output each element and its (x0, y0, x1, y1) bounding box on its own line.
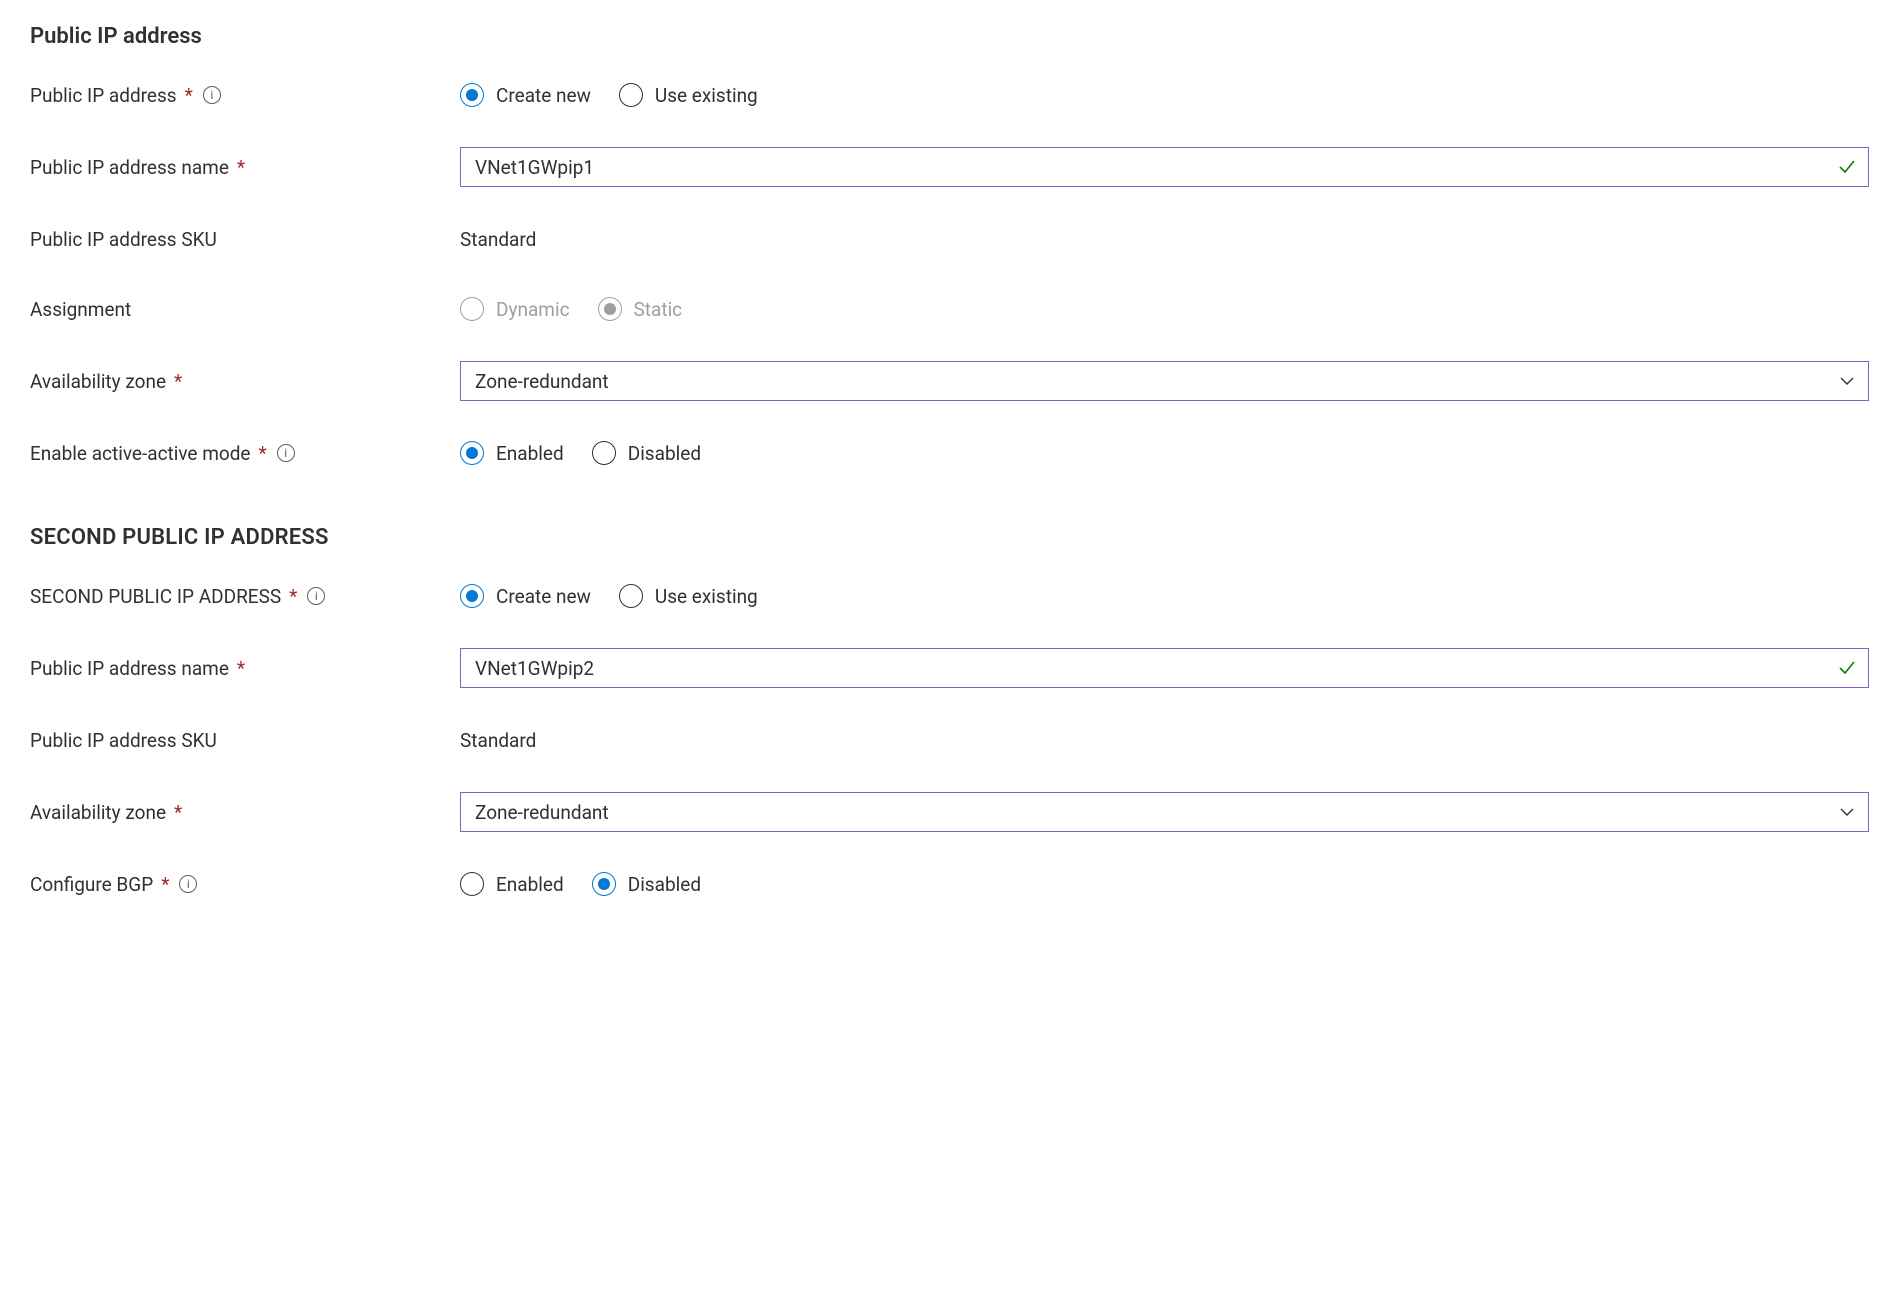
checkmark-icon (1837, 157, 1857, 177)
radio-label: Create new (496, 84, 591, 107)
required-asterisk: * (237, 657, 245, 680)
row-second-availability-zone: Availability zone * Zone-redundant (30, 792, 1869, 832)
label-public-ip-name: Public IP address name (30, 156, 229, 179)
chevron-down-icon (1839, 373, 1855, 389)
checkmark-icon (1837, 658, 1857, 678)
radio-public-ip-create-new[interactable]: Create new (460, 83, 591, 107)
label-availability-zone: Availability zone (30, 370, 166, 393)
radio-circle-icon (598, 297, 622, 321)
radio-label: Dynamic (496, 298, 570, 321)
row-second-ip-sku: Public IP address SKU Standard (30, 722, 1869, 758)
value-second-ip-sku: Standard (460, 729, 536, 752)
select-value: Zone-redundant (475, 370, 609, 393)
input-public-ip-name[interactable] (460, 147, 1869, 187)
chevron-down-icon (1839, 804, 1855, 820)
row-second-public-ip: SECOND PUBLIC IP ADDRESS * i Create new … (30, 578, 1869, 614)
radio-circle-icon (460, 872, 484, 896)
select-value: Zone-redundant (475, 801, 609, 824)
row-public-ip-sku: Public IP address SKU Standard (30, 221, 1869, 257)
required-asterisk: * (161, 873, 169, 896)
label-active-active: Enable active-active mode (30, 442, 251, 465)
radio-circle-icon (619, 584, 643, 608)
info-icon[interactable]: i (277, 444, 295, 462)
value-public-ip-sku: Standard (460, 228, 536, 251)
radio-label: Disabled (628, 873, 701, 896)
label-assignment: Assignment (30, 298, 131, 321)
radio-bgp-disabled[interactable]: Disabled (592, 872, 701, 896)
radio-circle-icon (592, 872, 616, 896)
radio-label: Use existing (655, 585, 758, 608)
radio-label: Create new (496, 585, 591, 608)
radio-circle-icon (592, 441, 616, 465)
radio-active-disabled[interactable]: Disabled (592, 441, 701, 465)
label-second-ip-sku: Public IP address SKU (30, 729, 217, 752)
row-public-ip-address: Public IP address * i Create new Use exi… (30, 77, 1869, 113)
label-configure-bgp: Configure BGP (30, 873, 153, 896)
required-asterisk: * (237, 156, 245, 179)
row-assignment: Assignment Dynamic Static (30, 291, 1869, 327)
radio-circle-icon (460, 584, 484, 608)
radio-second-ip-create-new[interactable]: Create new (460, 584, 591, 608)
label-public-ip: Public IP address (30, 84, 177, 107)
radio-active-enabled[interactable]: Enabled (460, 441, 564, 465)
required-asterisk: * (174, 801, 182, 824)
radio-circle-icon (460, 83, 484, 107)
row-second-ip-name: Public IP address name * (30, 648, 1869, 688)
section-title-public-ip: Public IP address (30, 24, 1869, 49)
radio-second-ip-use-existing[interactable]: Use existing (619, 584, 758, 608)
info-icon[interactable]: i (179, 875, 197, 893)
label-public-ip-sku: Public IP address SKU (30, 228, 217, 251)
radio-label: Enabled (496, 442, 564, 465)
radio-circle-icon (460, 441, 484, 465)
radio-label: Static (634, 298, 683, 321)
radio-assignment-static: Static (598, 297, 683, 321)
radio-label: Use existing (655, 84, 758, 107)
section-title-second-public-ip: SECOND PUBLIC IP ADDRESS (30, 525, 1869, 550)
required-asterisk: * (259, 442, 267, 465)
label-second-public-ip: SECOND PUBLIC IP ADDRESS (30, 585, 281, 608)
row-active-active: Enable active-active mode * i Enabled Di… (30, 435, 1869, 471)
info-icon[interactable]: i (307, 587, 325, 605)
radio-bgp-enabled[interactable]: Enabled (460, 872, 564, 896)
radio-label: Disabled (628, 442, 701, 465)
required-asterisk: * (174, 370, 182, 393)
radio-public-ip-use-existing[interactable]: Use existing (619, 83, 758, 107)
radio-assignment-dynamic: Dynamic (460, 297, 570, 321)
required-asterisk: * (185, 84, 193, 107)
required-asterisk: * (289, 585, 297, 608)
row-availability-zone: Availability zone * Zone-redundant (30, 361, 1869, 401)
row-public-ip-name: Public IP address name * (30, 147, 1869, 187)
radio-label: Enabled (496, 873, 564, 896)
input-second-ip-name[interactable] (460, 648, 1869, 688)
select-second-availability-zone[interactable]: Zone-redundant (460, 792, 1869, 832)
radio-circle-icon (460, 297, 484, 321)
radio-circle-icon (619, 83, 643, 107)
select-availability-zone[interactable]: Zone-redundant (460, 361, 1869, 401)
info-icon[interactable]: i (203, 86, 221, 104)
row-configure-bgp: Configure BGP * i Enabled Disabled (30, 866, 1869, 902)
label-second-availability-zone: Availability zone (30, 801, 166, 824)
label-second-ip-name: Public IP address name (30, 657, 229, 680)
